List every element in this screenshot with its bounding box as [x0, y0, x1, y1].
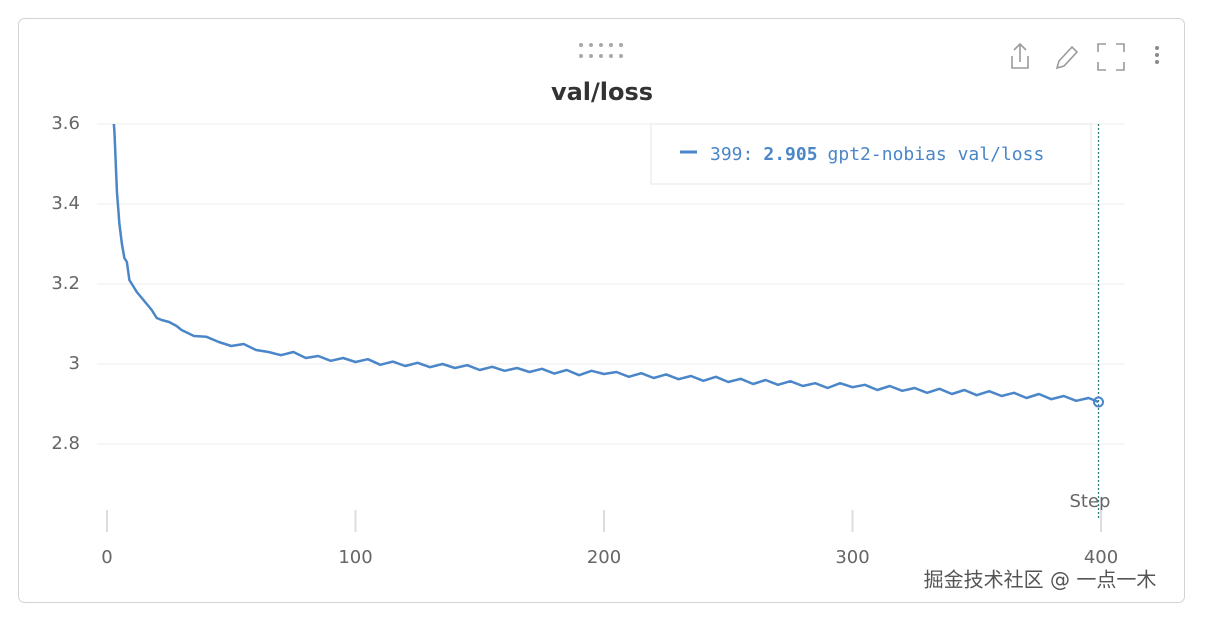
x-tick-label: 300 — [835, 547, 869, 568]
y-tick-label: 3.4 — [51, 193, 80, 214]
fullscreen-icon[interactable] — [1097, 43, 1125, 71]
plot-area — [112, 124, 1099, 404]
y-tick-label: 3 — [69, 353, 80, 374]
legend-name: gpt2-nobias val/loss — [828, 144, 1045, 165]
x-tick-label: 400 — [1084, 547, 1118, 568]
hover-point — [1093, 396, 1105, 408]
y-tick-label: 2.8 — [51, 433, 80, 454]
y-tick-label: 3.2 — [51, 273, 80, 294]
watermark: 掘金技术社区 @ 一点一木 — [924, 568, 1157, 592]
legend-text: 399: 2.905 gpt2-nobias val/loss — [710, 144, 1044, 165]
x-axis-label: Step — [1070, 491, 1111, 512]
panel-card — [18, 18, 1185, 603]
share-icon[interactable] — [1011, 42, 1029, 69]
y-tick-label: 3.6 — [51, 113, 80, 134]
drag-handle[interactable] — [579, 43, 623, 58]
x-tick-label: 100 — [338, 547, 372, 568]
menu-icon[interactable] — [1155, 46, 1159, 64]
series-line — [112, 124, 1099, 404]
legend-step: 399: — [710, 144, 753, 165]
edit-icon[interactable] — [1055, 45, 1079, 70]
legend-value: 2.905 — [763, 144, 817, 165]
legend-box — [650, 123, 1092, 185]
x-tick-label: 0 — [101, 547, 112, 568]
chart-title: val/loss — [551, 78, 653, 106]
x-tick-label: 200 — [587, 547, 621, 568]
